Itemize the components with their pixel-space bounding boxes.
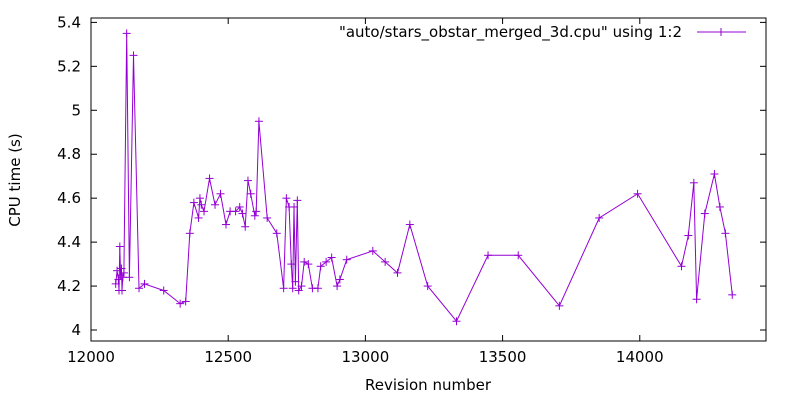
data-point — [595, 213, 604, 222]
data-point — [368, 246, 377, 255]
y-tick-label: 5.4 — [57, 13, 81, 31]
x-tick-labels: 12000 12500 13000 13500 14000 — [67, 348, 663, 366]
data-point — [114, 275, 123, 284]
data-point — [176, 299, 185, 308]
data-point — [300, 257, 309, 266]
data-point — [692, 295, 701, 304]
data-point — [118, 286, 127, 295]
data-point — [246, 189, 255, 198]
data-point — [222, 220, 230, 229]
data-point — [293, 196, 302, 205]
series-layer — [111, 29, 737, 326]
data-point — [710, 170, 719, 179]
data-point — [235, 202, 244, 211]
data-point — [122, 29, 131, 38]
data-point — [135, 284, 144, 293]
plot-frame — [90, 17, 767, 342]
data-point — [115, 242, 124, 251]
data-point — [238, 209, 247, 218]
data-point — [111, 279, 120, 288]
data-point — [304, 260, 313, 269]
x-tick-label: 13000 — [342, 348, 390, 366]
legend-label: "auto/stars_obstar_merged_3d.cpu" using … — [339, 23, 682, 42]
data-point — [689, 178, 698, 187]
y-tick-label: 4.6 — [57, 189, 81, 207]
data-point — [393, 268, 402, 277]
series-line — [115, 33, 733, 323]
x-tick-label: 12000 — [67, 348, 115, 366]
data-point — [291, 277, 300, 286]
data-point — [194, 213, 203, 222]
data-point — [185, 229, 194, 238]
x-tick-label: 14000 — [616, 348, 664, 366]
data-point — [254, 117, 263, 126]
x-axis-label: Revision number — [365, 376, 492, 394]
data-point — [728, 290, 737, 299]
data-point — [484, 251, 493, 260]
data-point — [405, 220, 414, 229]
data-point — [195, 194, 204, 203]
y-tick-labels: 4 4.2 4.4 4.6 4.8 5 5.2 5.4 — [57, 13, 81, 339]
data-point — [721, 229, 730, 238]
data-point — [342, 255, 351, 264]
data-point — [282, 194, 291, 203]
data-point — [119, 268, 128, 277]
data-point — [243, 176, 252, 185]
data-point — [140, 279, 149, 288]
data-point — [279, 284, 288, 293]
data-point — [684, 231, 693, 240]
data-point — [117, 264, 126, 273]
data-point — [211, 200, 220, 209]
y-tick-label: 5.2 — [57, 57, 81, 75]
data-point — [715, 202, 724, 211]
data-point — [381, 257, 390, 266]
data-point — [633, 189, 642, 198]
data-point — [272, 229, 281, 238]
data-point — [129, 51, 138, 60]
data-point — [197, 200, 206, 209]
data-point — [333, 282, 342, 291]
y-axis-label: CPU time (s) — [6, 133, 24, 226]
y-tick-label: 4 — [71, 321, 81, 339]
data-point — [252, 207, 261, 216]
x-tick-label: 13500 — [479, 348, 527, 366]
data-point — [159, 286, 168, 295]
data-point — [313, 284, 322, 293]
data-point — [452, 317, 461, 326]
data-point — [290, 202, 299, 211]
data-point — [700, 209, 709, 218]
data-point — [181, 297, 190, 306]
data-point — [241, 222, 250, 231]
y-tick-label: 4.8 — [57, 145, 81, 163]
data-point — [555, 301, 564, 310]
x-tick-label: 12500 — [204, 348, 252, 366]
data-point — [322, 257, 331, 266]
data-point — [263, 213, 272, 222]
data-point — [216, 189, 225, 198]
data-point — [205, 174, 214, 183]
legend-swatch-marker — [717, 28, 725, 36]
y-tick-label: 4.4 — [57, 233, 81, 251]
y-tick-label: 5 — [71, 101, 81, 119]
data-point — [231, 207, 240, 216]
data-point — [677, 262, 686, 271]
data-point — [200, 207, 209, 216]
data-point — [189, 198, 198, 207]
data-point — [335, 275, 344, 284]
legend: "auto/stars_obstar_merged_3d.cpu" using … — [339, 23, 746, 42]
data-point — [294, 286, 303, 295]
data-point — [250, 211, 259, 220]
data-point — [288, 284, 297, 293]
data-point — [327, 253, 336, 262]
data-point — [125, 273, 134, 282]
y-tick-label: 4.2 — [57, 277, 81, 295]
data-point — [287, 260, 296, 269]
data-point — [514, 251, 523, 260]
data-point — [316, 262, 325, 271]
tick-marks — [90, 18, 766, 341]
data-point — [113, 266, 122, 275]
data-point — [423, 282, 432, 291]
data-point — [297, 282, 306, 291]
